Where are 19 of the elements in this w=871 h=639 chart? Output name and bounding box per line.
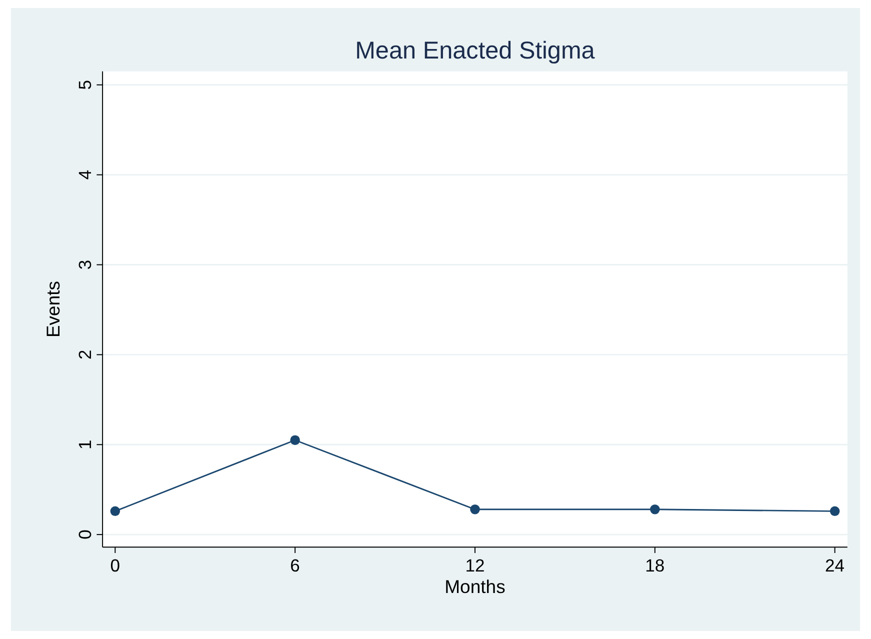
y-tick-label: 4 <box>74 170 95 180</box>
point <box>110 506 120 516</box>
point <box>290 435 300 445</box>
x-tick-label: 6 <box>290 556 300 576</box>
y-tick-label: 3 <box>74 260 95 270</box>
x-tick-label: 18 <box>645 556 665 576</box>
y-tick-label: 2 <box>74 350 95 360</box>
point <box>470 504 480 514</box>
x-tick-label: 24 <box>825 556 845 576</box>
point <box>830 506 840 516</box>
x-tick-label: 12 <box>465 556 485 576</box>
chart-title: Mean Enacted Stigma <box>355 38 596 65</box>
point <box>650 504 660 514</box>
y-tick-label: 0 <box>74 529 95 540</box>
y-tick-label: 5 <box>74 80 95 90</box>
y-tick-label: 1 <box>74 440 95 450</box>
x-tick-label: 0 <box>110 556 120 576</box>
x-axis-title: Months <box>444 576 506 597</box>
y-axis-title: Events <box>42 280 64 338</box>
